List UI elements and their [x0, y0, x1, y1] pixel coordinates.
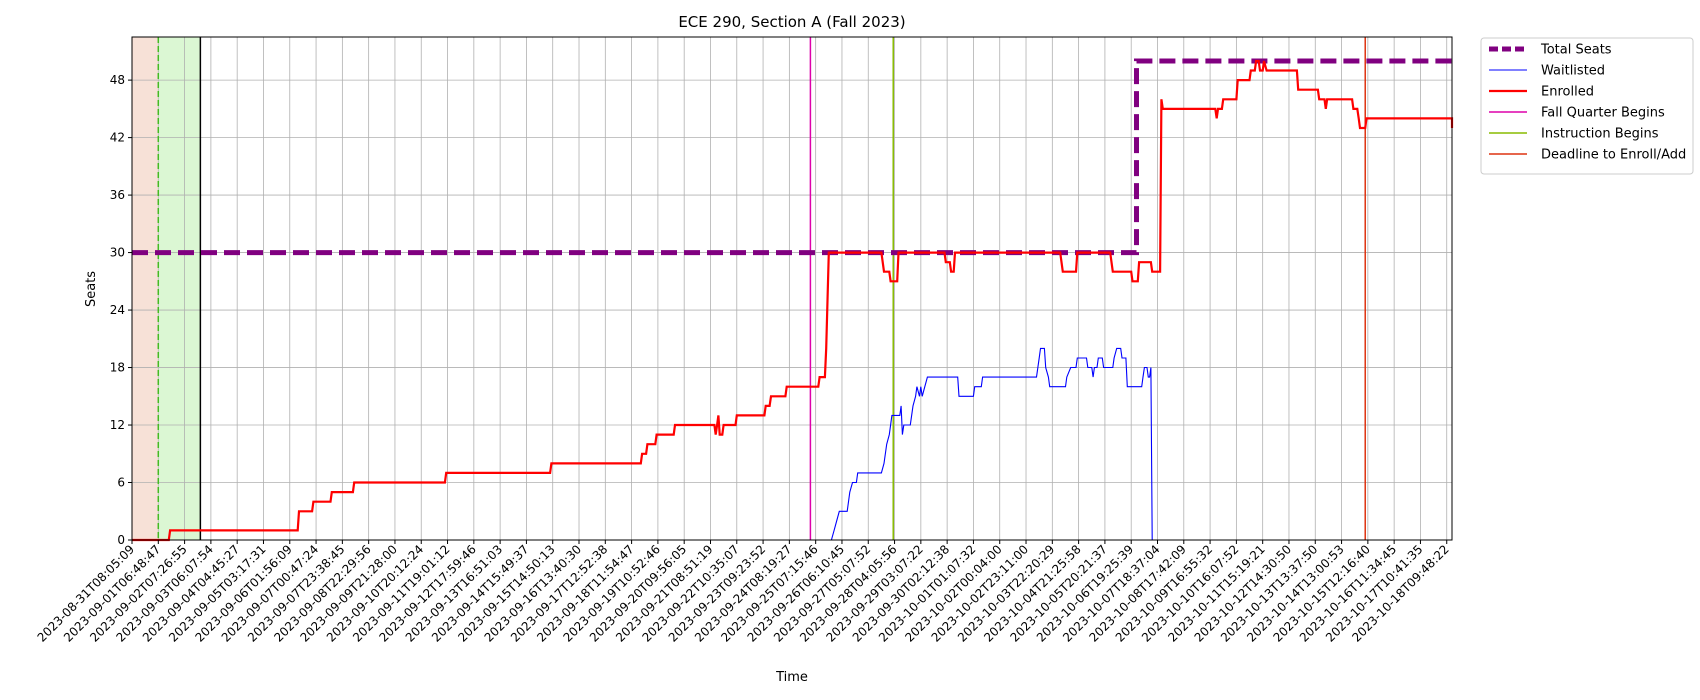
x-ticks: 2023-08-31T08:05:092023-09-01T06:48:4720… — [35, 540, 1452, 645]
y-tick-label: 0 — [117, 533, 125, 547]
chart-title: ECE 290, Section A (Fall 2023) — [678, 13, 905, 31]
legend-label-enrolled: Enrolled — [1541, 85, 1594, 100]
x-axis-label: Time — [775, 670, 808, 685]
series-total-seats — [132, 58, 1452, 256]
plot-frame — [131, 36, 1453, 541]
y-tick-label: 30 — [110, 246, 125, 260]
series-enrolled — [132, 59, 1454, 542]
legend-label-deadline-to-enroll-add: Deadline to Enroll/Add — [1541, 148, 1686, 163]
shaded-region-1 — [132, 37, 159, 540]
y-tick-label: 18 — [110, 361, 125, 375]
y-tick-label: 24 — [110, 303, 125, 317]
legend-box — [1480, 37, 1694, 175]
legend: Total Seats Waitlisted Enrolled Fall Quarte… — [1480, 37, 1694, 175]
y-tick-label: 42 — [110, 131, 125, 145]
legend-label-instruction-begins: Instruction Begins — [1541, 127, 1659, 142]
grid — [131, 37, 1452, 541]
legend-label-total-seats: Total Seats — [1540, 43, 1612, 58]
y-tick-label: 48 — [110, 73, 125, 87]
y-ticks: 0 6 12 18 24 30 36 42 48 — [110, 73, 132, 547]
y-axis-label: Seats — [84, 271, 99, 307]
shaded-region-2 — [158, 37, 201, 540]
y-tick-label: 36 — [110, 188, 125, 202]
legend-label-waitlisted: Waitlisted — [1541, 64, 1605, 79]
series-waitlisted — [132, 347, 1452, 541]
series-layer — [132, 37, 1454, 542]
shaded-regions — [132, 37, 201, 540]
legend-label-fall-quarter-begins: Fall Quarter Begins — [1541, 106, 1665, 121]
y-tick-label: 6 — [117, 476, 125, 490]
reference-lines — [157, 37, 202, 540]
y-tick-label: 12 — [110, 418, 125, 432]
